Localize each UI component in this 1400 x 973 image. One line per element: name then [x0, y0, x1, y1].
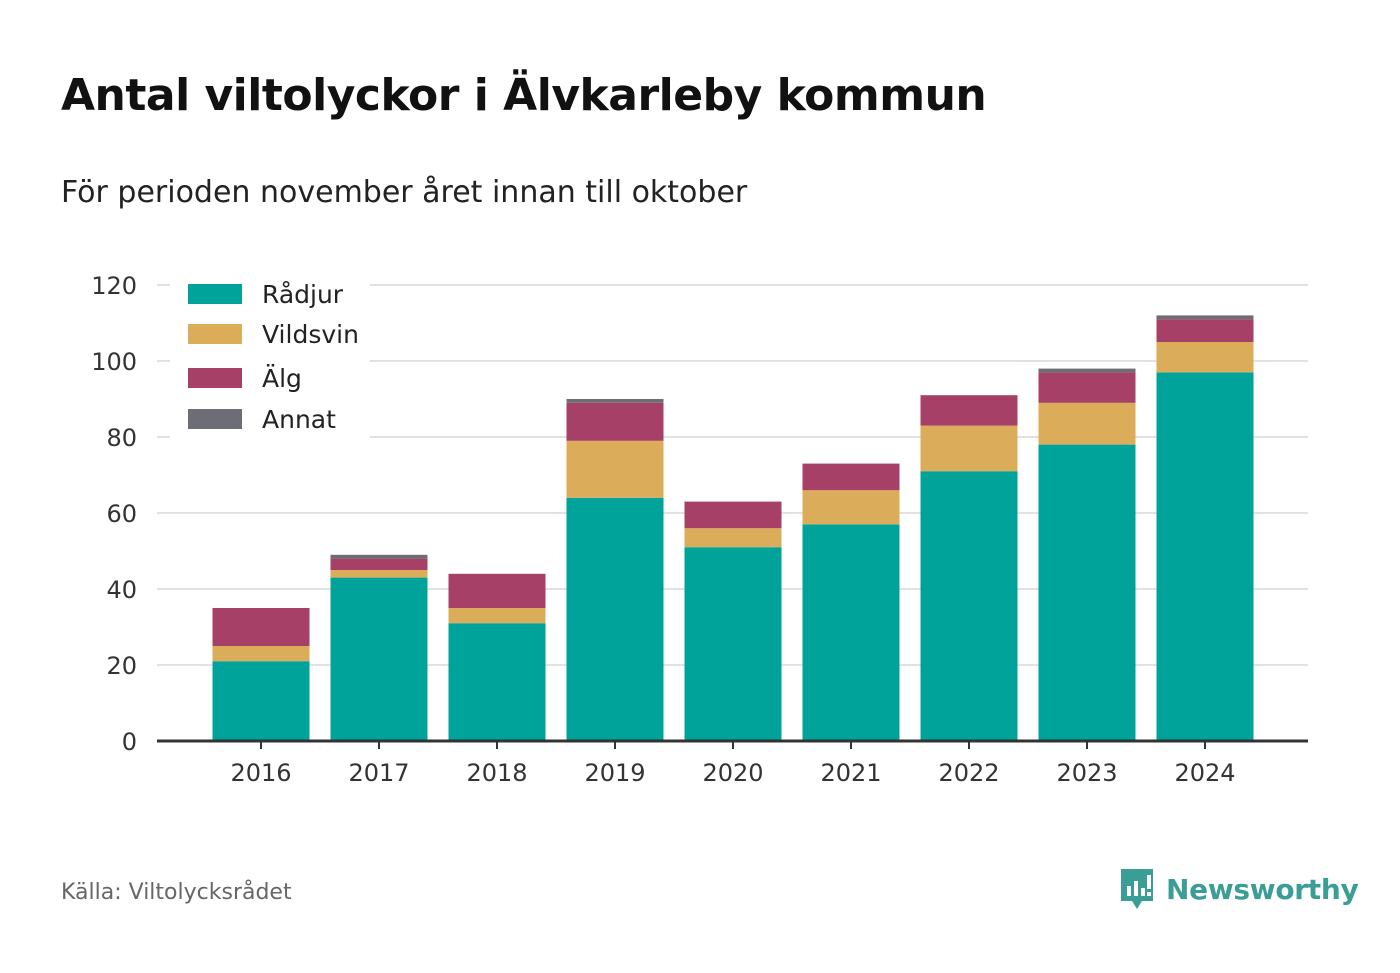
bar-segment-älg-2022[interactable] [920, 395, 1018, 426]
newsworthy-logo[interactable]: Newsworthy [1118, 866, 1359, 912]
x-tick-label: 2024 [1174, 759, 1235, 787]
bar-segment-vildsvin-2024[interactable] [1156, 342, 1254, 373]
chart-subtitle: För perioden november året innan till ok… [61, 175, 748, 210]
bar-segment-rådjur-2022[interactable] [920, 471, 1018, 741]
newsworthy-icon [1121, 869, 1153, 909]
bar-segment-vildsvin-2019[interactable] [566, 440, 664, 498]
legend: Rådjur Vildsvin Älg Annat [170, 272, 370, 440]
y-tick-label: 120 [91, 272, 137, 300]
legend-swatch-älg [188, 368, 242, 388]
bar-segment-vildsvin-2018[interactable] [448, 608, 546, 624]
bar-segment-vildsvin-2022[interactable] [920, 425, 1018, 472]
legend-swatch-vildsvin [188, 324, 242, 344]
bar-segment-rådjur-2019[interactable] [566, 497, 664, 741]
axes: 0 20 40 60 80 100 120 2016 2017 2018 2019 2020 2021 2… [91, 272, 1308, 787]
legend-swatch-annat [188, 409, 242, 429]
bar-segment-älg-2017[interactable] [330, 558, 428, 570]
x-tick-label: 2021 [820, 759, 881, 787]
brand-name: Newsworthy [1166, 872, 1359, 906]
bar-segment-älg-2021[interactable] [802, 463, 900, 491]
bar-segment-rådjur-2016[interactable] [212, 661, 310, 741]
x-tick-label: 2022 [938, 759, 999, 787]
bar-segment-vildsvin-2020[interactable] [684, 528, 782, 548]
bar-segment-vildsvin-2016[interactable] [212, 646, 310, 662]
bar-segment-annat-2017[interactable] [330, 554, 428, 559]
source-note: Källa: Viltolycksrådet [61, 880, 292, 905]
legend-label[interactable]: Rådjur [262, 280, 344, 309]
bar-segment-rådjur-2018[interactable] [448, 623, 546, 741]
bar-segment-vildsvin-2023[interactable] [1038, 402, 1136, 445]
bar-segment-älg-2023[interactable] [1038, 372, 1136, 403]
bar-segment-rådjur-2024[interactable] [1156, 372, 1254, 741]
x-tick-label: 2016 [230, 759, 291, 787]
bar-segment-annat-2024[interactable] [1156, 315, 1254, 320]
x-tick-label: 2023 [1056, 759, 1117, 787]
chart-title: Antal viltolyckor i Älvkarleby kommun [61, 70, 987, 121]
legend-label[interactable]: Annat [262, 405, 336, 434]
bar-segment-rådjur-2023[interactable] [1038, 444, 1136, 741]
x-tick-label: 2019 [584, 759, 645, 787]
y-tick-label: 60 [106, 500, 137, 528]
bar-segment-älg-2019[interactable] [566, 402, 664, 441]
bar-segment-vildsvin-2021[interactable] [802, 490, 900, 525]
bar-segment-vildsvin-2017[interactable] [330, 570, 428, 578]
x-tick-label: 2018 [466, 759, 527, 787]
y-tick-label: 100 [91, 348, 137, 376]
x-tick-label: 2017 [348, 759, 409, 787]
bar-segment-älg-2016[interactable] [212, 608, 310, 646]
bar-segment-rådjur-2020[interactable] [684, 547, 782, 741]
y-tick-label: 0 [122, 728, 137, 756]
bar-segment-annat-2019[interactable] [566, 399, 664, 403]
legend-label[interactable]: Vildsvin [262, 320, 359, 349]
bar-segment-annat-2023[interactable] [1038, 368, 1136, 373]
bars [212, 315, 1254, 741]
bar-segment-rådjur-2021[interactable] [802, 524, 900, 741]
legend-label[interactable]: Älg [262, 364, 302, 393]
y-tick-label: 80 [106, 424, 137, 452]
bar-segment-älg-2018[interactable] [448, 573, 546, 608]
y-tick-label: 20 [106, 652, 137, 680]
y-tick-label: 40 [106, 576, 137, 604]
legend-swatch-rådjur [188, 284, 242, 304]
bar-segment-älg-2024[interactable] [1156, 319, 1254, 342]
x-tick-label: 2020 [702, 759, 763, 787]
bar-segment-älg-2020[interactable] [684, 501, 782, 529]
bar-segment-rådjur-2017[interactable] [330, 577, 428, 741]
